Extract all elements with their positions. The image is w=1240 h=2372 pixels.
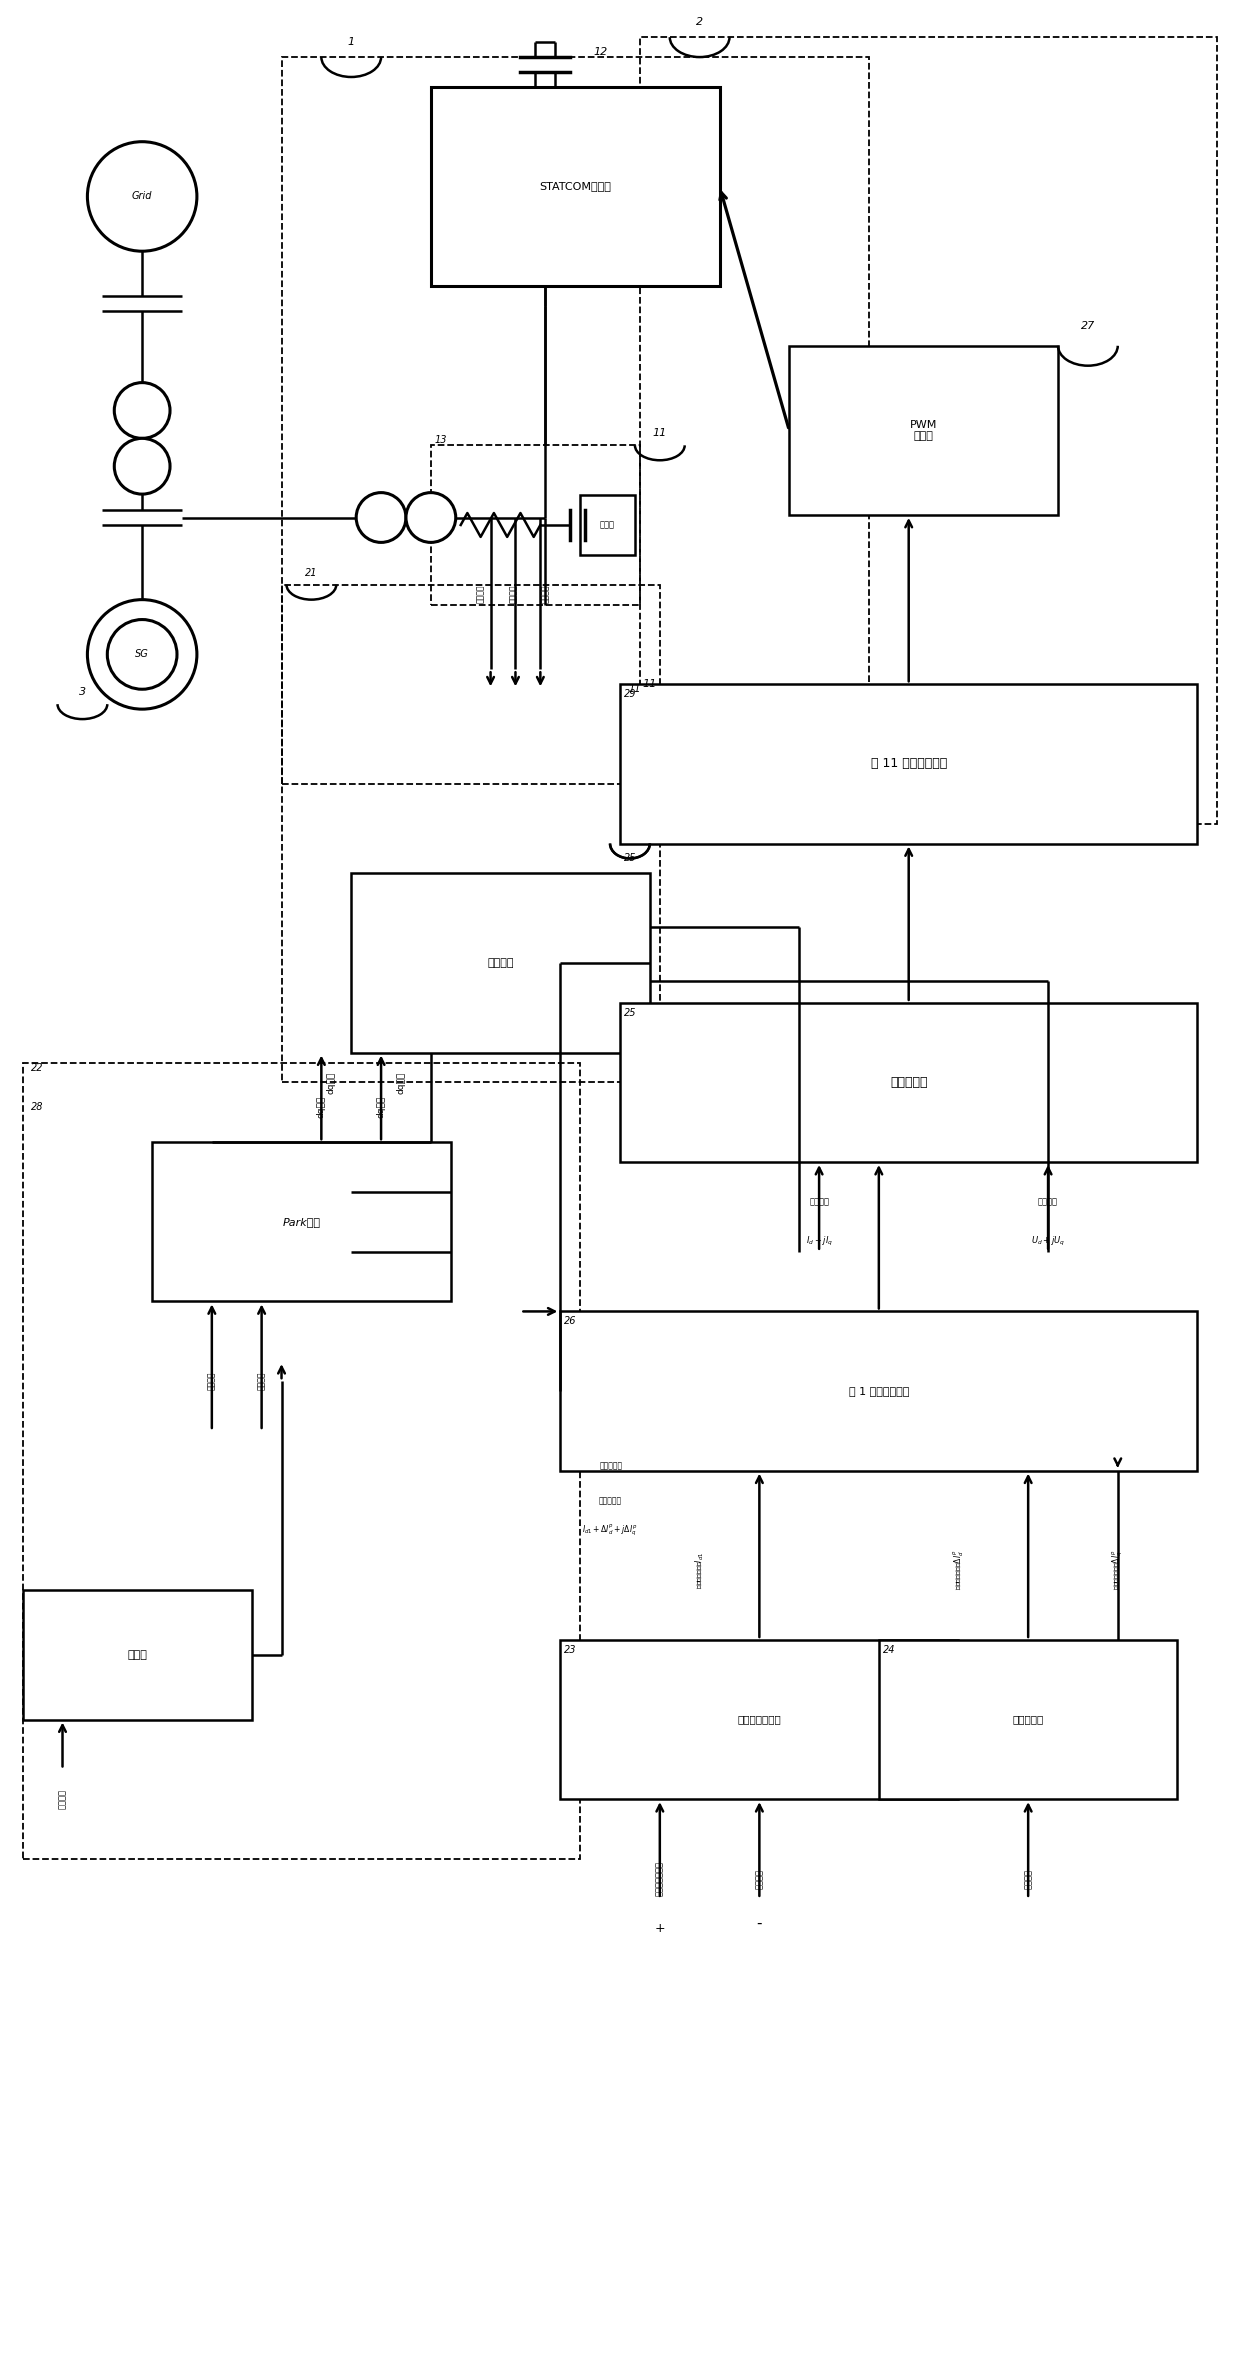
Text: 26: 26 [564,1316,577,1326]
Text: 阻尼控制器: 阻尼控制器 [1013,1715,1044,1724]
Text: 三相电压: 三相电压 [58,1788,67,1810]
Text: $I_{d1}+\Delta I_d^p+j\Delta I_q^p$: $I_{d1}+\Delta I_d^p+j\Delta I_q^p$ [583,1523,637,1537]
Text: 电流反馈: 电流反馈 [810,1198,830,1207]
Text: 坐标变换器: 坐标变换器 [890,1077,928,1089]
Bar [789,346,1058,515]
Text: 24: 24 [883,1644,895,1656]
Circle shape [405,493,456,543]
Bar [351,873,650,1053]
Circle shape [108,619,177,690]
Circle shape [356,493,405,543]
Circle shape [87,600,197,709]
Bar [281,586,660,1082]
Text: 转速偏差: 转速偏差 [541,584,549,602]
Text: Park变换: Park变换 [283,1217,320,1226]
Text: 25: 25 [624,1008,636,1018]
Circle shape [87,142,197,251]
Bar [153,1143,451,1302]
Text: dq电流: dq电流 [397,1072,405,1093]
Text: 28: 28 [31,1103,43,1112]
Text: 检测模块: 检测模块 [487,958,513,968]
Text: $U_d+jU_q$: $U_d+jU_q$ [1030,1236,1065,1248]
Text: PWM
发生器: PWM 发生器 [910,420,937,441]
Text: 2: 2 [696,17,703,26]
Bar [22,1589,252,1720]
Text: $I_d+jI_q$: $I_d+jI_q$ [806,1236,832,1248]
Text: 三相电流: 三相电流 [257,1371,267,1390]
Bar [560,1312,1198,1471]
Text: 直流电压: 直流电压 [755,1869,764,1888]
Bar [620,1003,1198,1162]
Bar [879,1639,1178,1800]
Text: 有功电流指令值$\Delta I_d^p$: 有功电流指令值$\Delta I_d^p$ [951,1551,966,1589]
Text: 12: 12 [593,47,608,57]
Text: 转速偏差: 转速偏差 [1024,1869,1033,1888]
Text: 11: 11 [652,429,667,439]
Bar [281,57,869,783]
Text: 11: 11 [629,683,641,695]
Bar [430,88,719,287]
Text: 滤波器: 滤波器 [600,519,615,529]
Text: 电流指令值: 电流指令值 [600,1461,624,1471]
Text: 23: 23 [564,1644,577,1656]
Bar [640,38,1218,823]
Text: -: - [756,1917,763,1931]
Bar [580,496,635,555]
Text: 11: 11 [642,678,657,690]
Text: 25: 25 [624,854,636,863]
Text: SG: SG [135,650,149,659]
Text: 有功电流指令值$I_{d1}$: 有功电流指令值$I_{d1}$ [693,1551,706,1589]
Text: 电压前馈: 电压前馈 [1038,1198,1058,1207]
Text: 21: 21 [305,567,317,579]
Text: Grid: Grid [131,192,153,202]
Text: 无功电流指令值$\Delta I_q^p$: 无功电流指令值$\Delta I_q^p$ [1111,1551,1125,1589]
Text: 电流指令值: 电流指令值 [599,1497,621,1506]
Circle shape [114,382,170,439]
Text: 13: 13 [434,436,448,446]
Text: +: + [655,1921,665,1936]
Text: 锁相环: 锁相环 [128,1651,148,1660]
Text: dq电压: dq电压 [327,1072,336,1093]
Text: 直流电压基准值: 直流电压基准值 [655,1862,665,1895]
Text: 29: 29 [624,690,636,700]
Circle shape [114,439,170,493]
Bar [560,1639,959,1800]
Text: dq电压: dq电压 [317,1096,326,1120]
Text: 22: 22 [31,1063,43,1072]
Text: 三相电流: 三相电流 [508,584,518,602]
Bar [620,683,1198,844]
Text: 三相电压: 三相电压 [207,1371,216,1390]
Text: 3: 3 [79,688,86,697]
Text: STATCOM变流器: STATCOM变流器 [539,183,611,192]
Bar [430,446,640,605]
Text: 27: 27 [1081,320,1095,330]
Text: 第 1 次谐波控制器: 第 1 次谐波控制器 [848,1385,909,1397]
Bar [22,1063,580,1860]
Text: 1: 1 [347,38,355,47]
Text: dq电流: dq电流 [377,1096,386,1120]
Text: 三相电压: 三相电压 [476,584,485,602]
Text: 第 11 次谐波控制器: 第 11 次谐波控制器 [870,757,947,771]
Text: 直流电压控制器: 直流电压控制器 [738,1715,781,1724]
